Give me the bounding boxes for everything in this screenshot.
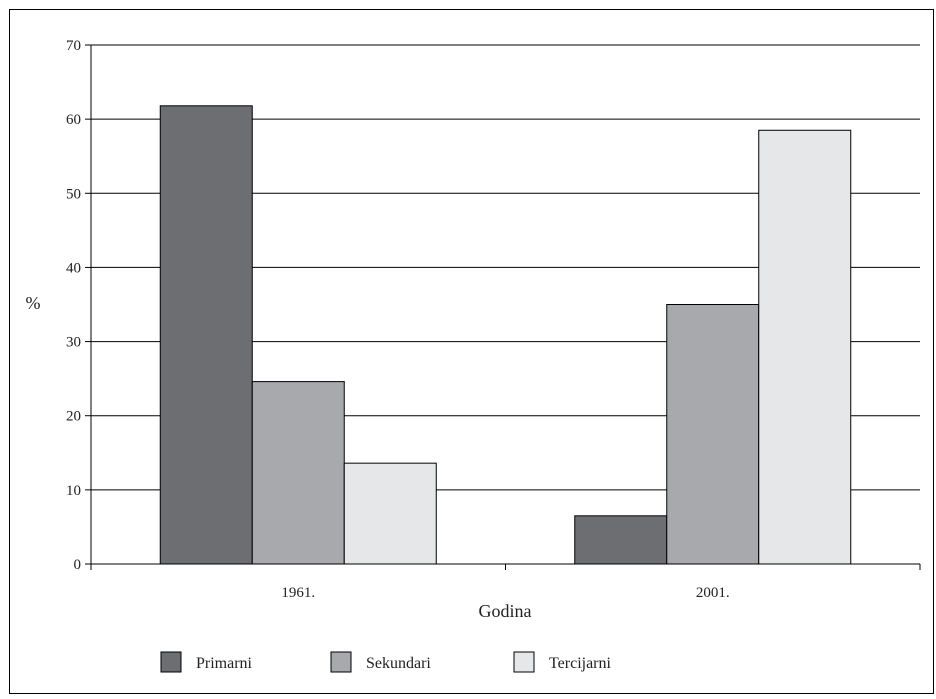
y-tick-label: 40: [66, 260, 81, 276]
axes: [85, 44, 921, 570]
y-tick-label: 50: [66, 186, 81, 202]
y-tick-label: 20: [66, 409, 81, 425]
bar-primarni-1961: [159, 105, 253, 565]
bar-tercijarni-2001: [758, 129, 852, 565]
bars: [159, 105, 852, 565]
y-tick-label: 60: [66, 112, 81, 128]
legend-item-tercijarni: Tercijarni: [513, 651, 612, 673]
legend-label: Sekundari: [366, 655, 431, 672]
x-tick-labels: 1961. 2001.: [281, 585, 729, 601]
legend-item-sekundari: Sekundari: [330, 651, 431, 673]
bar-tercijarni-1961: [343, 462, 437, 565]
y-tick-label: 70: [66, 38, 81, 54]
legend-swatch: [330, 651, 352, 673]
y-tick-label: 30: [66, 335, 81, 351]
x-tick-label: 2001.: [696, 585, 730, 601]
legend-item-primarni: Primarni: [160, 651, 253, 673]
y-tick-labels: 0 10 20 30 40 50 60 70: [66, 38, 81, 573]
bar-sekundari-1961: [251, 381, 345, 565]
y-tick-label: 10: [66, 483, 81, 499]
bar-primarni-2001: [574, 515, 668, 565]
legend-swatch: [160, 651, 182, 673]
x-axis-title: Godina: [479, 601, 532, 621]
x-tick-label: 1961.: [281, 585, 315, 601]
legend-label: Tercijarni: [549, 655, 612, 672]
bar-sekundari-2001: [666, 304, 760, 565]
legend: Primarni Sekundari Tercijarni: [160, 651, 612, 673]
y-tick-label: 0: [74, 557, 82, 573]
y-axis-title: %: [26, 293, 41, 313]
legend-swatch: [513, 651, 535, 673]
legend-label: Primarni: [196, 655, 253, 672]
